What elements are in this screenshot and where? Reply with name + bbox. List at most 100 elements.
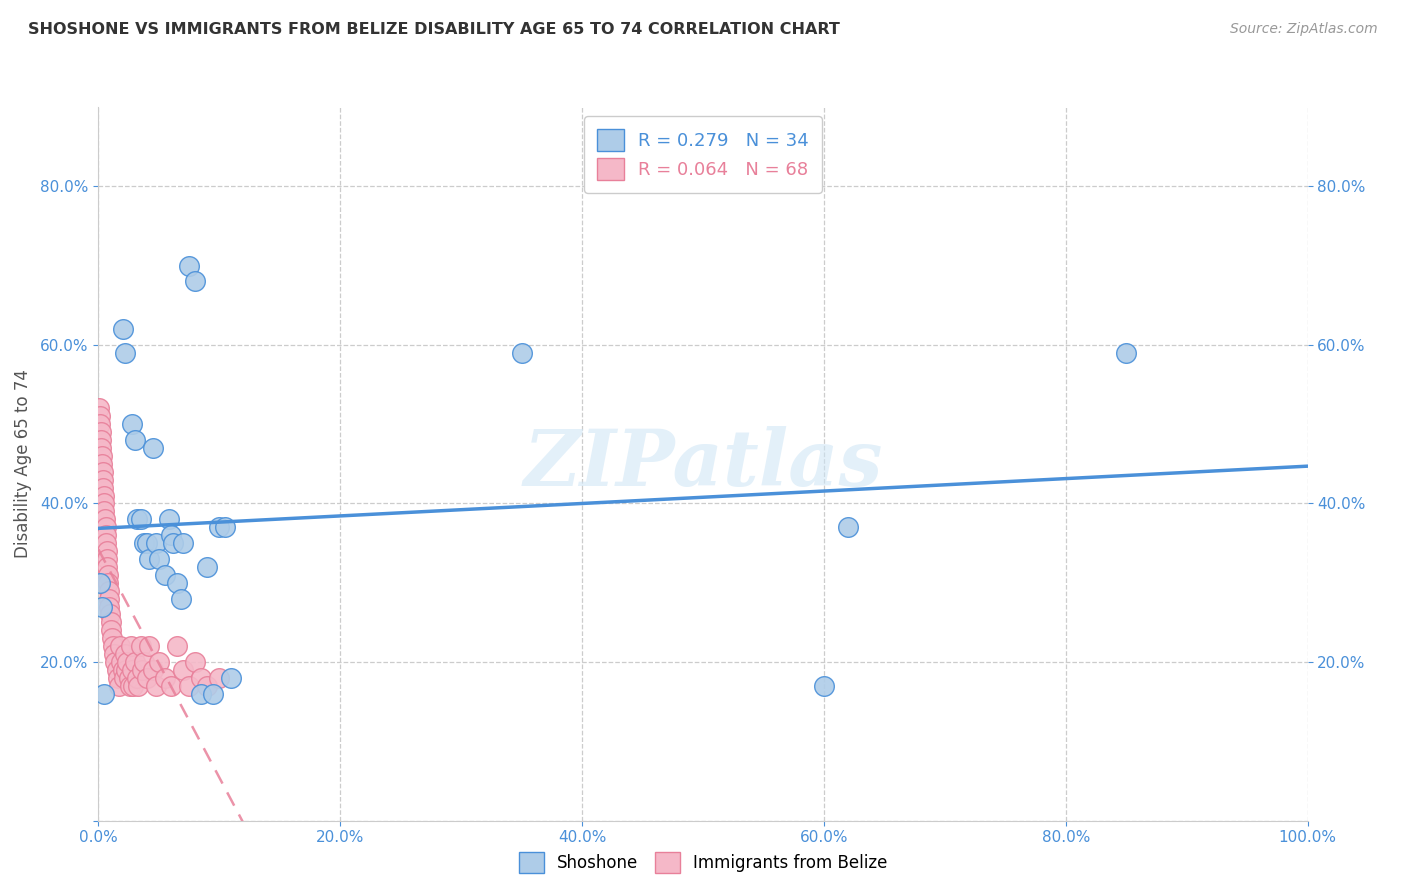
Point xyxy=(87,401,110,416)
Point xyxy=(221,671,243,685)
Point xyxy=(160,528,183,542)
Point xyxy=(1115,346,1137,360)
Point xyxy=(166,639,188,653)
Point xyxy=(115,663,138,677)
Point xyxy=(162,536,184,550)
Point xyxy=(122,679,145,693)
Point xyxy=(190,687,212,701)
Point xyxy=(195,679,218,693)
Y-axis label: Disability Age 65 to 74: Disability Age 65 to 74 xyxy=(14,369,32,558)
Point xyxy=(91,599,114,614)
Point xyxy=(108,679,131,693)
Point xyxy=(190,671,212,685)
Point xyxy=(96,536,118,550)
Point xyxy=(93,687,115,701)
Point xyxy=(101,639,124,653)
Point xyxy=(100,624,122,638)
Point xyxy=(103,647,125,661)
Point xyxy=(160,679,183,693)
Point xyxy=(142,663,165,677)
Point xyxy=(127,671,149,685)
Point xyxy=(117,655,139,669)
Point xyxy=(208,671,231,685)
Point xyxy=(142,441,165,455)
Point xyxy=(127,512,149,526)
Point xyxy=(179,259,201,273)
Point xyxy=(93,504,115,518)
Point xyxy=(121,663,143,677)
Point xyxy=(135,536,157,550)
Point xyxy=(98,591,121,606)
Point xyxy=(89,417,111,432)
Point xyxy=(93,489,115,503)
Point xyxy=(104,655,127,669)
Point xyxy=(97,583,120,598)
Point xyxy=(118,679,141,693)
Point xyxy=(121,417,143,432)
Point xyxy=(124,433,146,447)
Point xyxy=(145,536,167,550)
Point xyxy=(138,639,160,653)
Point xyxy=(90,425,112,439)
Point xyxy=(96,552,118,566)
Point xyxy=(94,512,117,526)
Point xyxy=(105,663,128,677)
Legend: R = 0.279   N = 34, R = 0.064   N = 68: R = 0.279 N = 34, R = 0.064 N = 68 xyxy=(585,116,821,193)
Point xyxy=(837,520,859,534)
Point xyxy=(129,512,152,526)
Point xyxy=(100,615,122,630)
Point xyxy=(172,536,194,550)
Point xyxy=(91,465,114,479)
Point xyxy=(90,433,112,447)
Point xyxy=(145,679,167,693)
Point xyxy=(166,575,188,590)
Point xyxy=(91,481,114,495)
Point xyxy=(208,520,231,534)
Point xyxy=(127,679,149,693)
Point xyxy=(100,632,122,646)
Point xyxy=(184,655,207,669)
Point xyxy=(120,639,142,653)
Point xyxy=(214,520,236,534)
Point xyxy=(97,575,120,590)
Point xyxy=(134,536,156,550)
Point xyxy=(98,599,121,614)
Point xyxy=(110,655,132,669)
Point xyxy=(91,449,114,463)
Point xyxy=(148,655,170,669)
Point xyxy=(131,663,153,677)
Point xyxy=(195,560,218,574)
Point xyxy=(148,552,170,566)
Point xyxy=(94,528,117,542)
Point xyxy=(94,520,117,534)
Point xyxy=(134,655,156,669)
Point xyxy=(93,496,115,510)
Point xyxy=(111,663,134,677)
Point xyxy=(157,512,180,526)
Point xyxy=(172,663,194,677)
Point xyxy=(129,639,152,653)
Text: ZIPatlas: ZIPatlas xyxy=(523,425,883,502)
Point xyxy=(90,441,112,455)
Point xyxy=(124,655,146,669)
Point xyxy=(202,687,225,701)
Point xyxy=(138,552,160,566)
Point xyxy=(184,275,207,289)
Point xyxy=(813,679,835,693)
Point xyxy=(169,591,191,606)
Text: Source: ZipAtlas.com: Source: ZipAtlas.com xyxy=(1230,22,1378,37)
Point xyxy=(112,671,135,685)
Point xyxy=(107,671,129,685)
Point xyxy=(98,607,121,622)
Point xyxy=(91,457,114,471)
Point xyxy=(510,346,533,360)
Point xyxy=(114,647,136,661)
Legend: Shoshone, Immigrants from Belize: Shoshone, Immigrants from Belize xyxy=(512,846,894,880)
Point xyxy=(96,560,118,574)
Point xyxy=(91,473,114,487)
Text: SHOSHONE VS IMMIGRANTS FROM BELIZE DISABILITY AGE 65 TO 74 CORRELATION CHART: SHOSHONE VS IMMIGRANTS FROM BELIZE DISAB… xyxy=(28,22,839,37)
Point xyxy=(108,639,131,653)
Point xyxy=(118,671,141,685)
Point xyxy=(89,409,111,424)
Point xyxy=(111,322,134,336)
